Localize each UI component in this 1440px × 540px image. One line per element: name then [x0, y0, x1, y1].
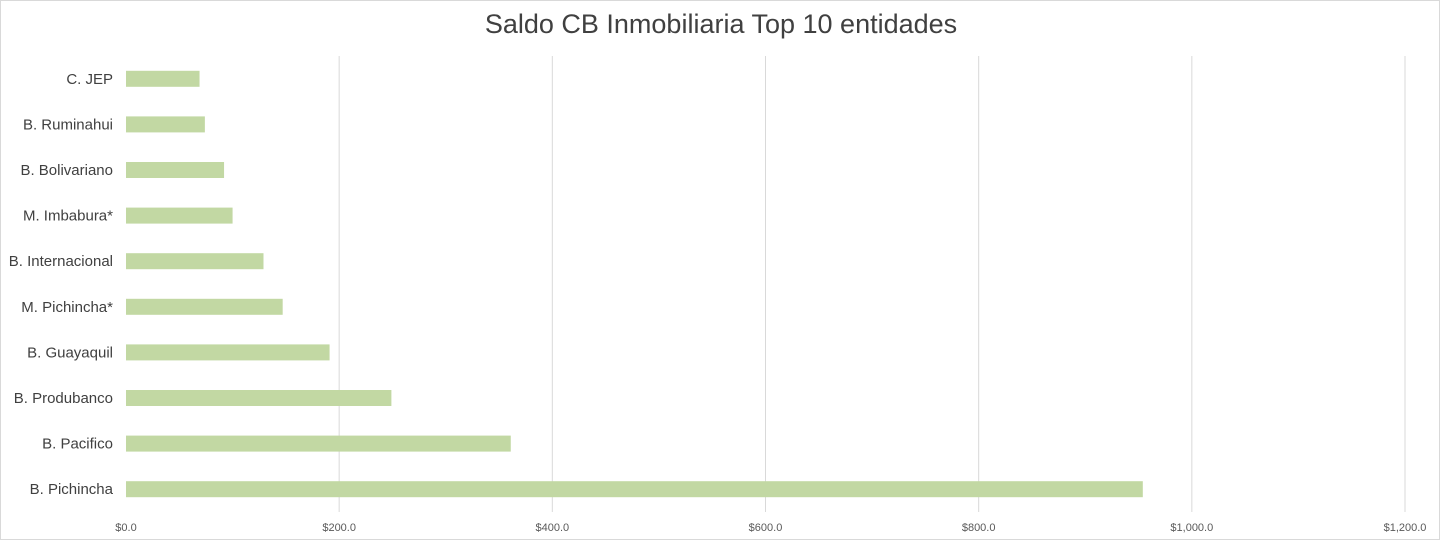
category-label: B. Ruminahui	[23, 116, 113, 133]
x-tick-label: $1,000.0	[1170, 522, 1213, 534]
category-label: B. Guayaquil	[27, 344, 113, 361]
bar	[126, 70, 200, 87]
bar	[126, 481, 1143, 498]
x-tick-label: $600.0	[749, 522, 783, 534]
bar	[126, 116, 205, 133]
bars	[126, 70, 1143, 498]
x-tick-label: $800.0	[962, 522, 996, 534]
category-label: B. Bolivariano	[20, 162, 113, 179]
gridlines	[338, 56, 1406, 512]
bar	[126, 390, 392, 406]
category-label: B. Internacional	[9, 253, 113, 270]
x-tick-labels: $0.0 $200.0 $400.0 $600.0 $800.0 $1,000.0 $1,2…	[115, 522, 1426, 534]
category-label: B. Pichincha	[30, 481, 114, 498]
x-tick-label: $200.0	[322, 522, 356, 534]
category-label: B. Pacifico	[42, 436, 113, 453]
category-label: M. Pichincha*	[21, 299, 113, 316]
chart-title: Saldo CB Inmobiliaria Top 10 entidades	[484, 9, 958, 39]
bar	[126, 162, 225, 178]
x-tick-label: $1,200.0	[1384, 522, 1427, 534]
bar	[126, 298, 283, 315]
bar	[126, 435, 511, 452]
category-label: C. JEP	[66, 71, 113, 88]
bar	[126, 253, 264, 270]
x-tick-label: $400.0	[536, 522, 570, 534]
category-label: M. Imbabura*	[23, 208, 113, 225]
category-label: B. Produbanco	[14, 390, 113, 407]
category-labels: C. JEP B. Ruminahui B. Bolivariano M. Imbab…	[9, 71, 114, 498]
bar	[126, 344, 330, 361]
bar	[126, 207, 233, 224]
x-tick-label: $0.0	[115, 522, 136, 534]
